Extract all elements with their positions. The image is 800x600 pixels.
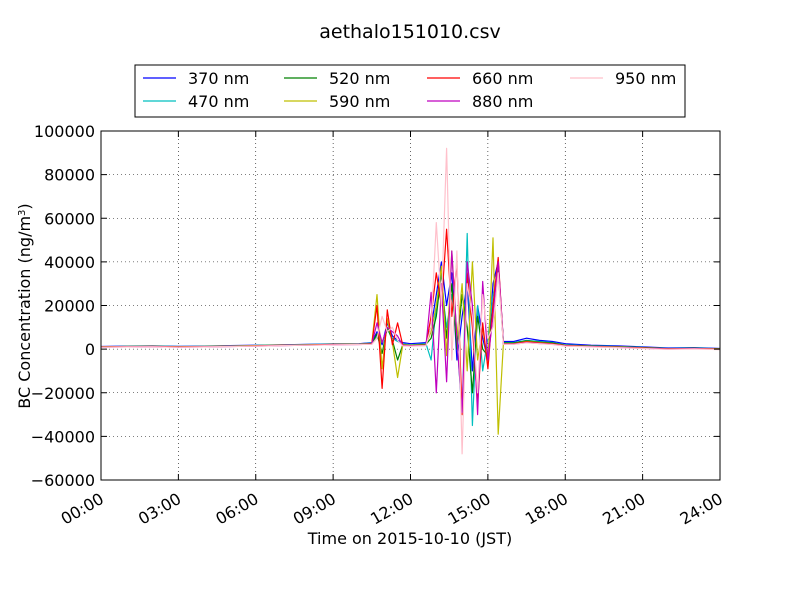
series-line: [100, 147, 721, 455]
y-tick-label: −60000: [31, 471, 95, 490]
y-tick-label: 80000: [44, 166, 95, 185]
y-axis-label-sup: 3: [17, 210, 28, 216]
series-layer: [100, 147, 721, 455]
y-axis-label-main: BC Concentration (ng/m: [15, 216, 34, 409]
y-axis-label: BC Concentration (ng/m3): [15, 203, 34, 408]
legend-label: 880 nm: [472, 92, 533, 111]
legend-label: 470 nm: [188, 92, 249, 111]
y-axis-label-close: ): [15, 203, 34, 209]
legend-label: 520 nm: [329, 69, 390, 88]
x-axis-label: Time on 2015-10-10 (JST): [307, 529, 512, 548]
y-tick-label: 40000: [44, 253, 95, 272]
legend-box: [134, 64, 686, 118]
y-tick-label: 0: [85, 340, 95, 359]
y-tick-label: 20000: [44, 297, 95, 316]
y-tick-label: −40000: [31, 427, 95, 446]
chart-title: aethalo151010.csv: [319, 21, 501, 43]
legend-label: 370 nm: [188, 69, 249, 88]
legend-label: 590 nm: [329, 92, 390, 111]
y-tick-label: 60000: [44, 209, 95, 228]
legend-label: 660 nm: [472, 69, 533, 88]
y-tick-label: 100000: [34, 122, 95, 141]
y-tick-label: −20000: [31, 384, 95, 403]
legend: 370 nm 470 nm 520 nm 590 nm 660 nm 880 nm 950 …: [134, 64, 686, 118]
legend-label: 950 nm: [615, 69, 676, 88]
